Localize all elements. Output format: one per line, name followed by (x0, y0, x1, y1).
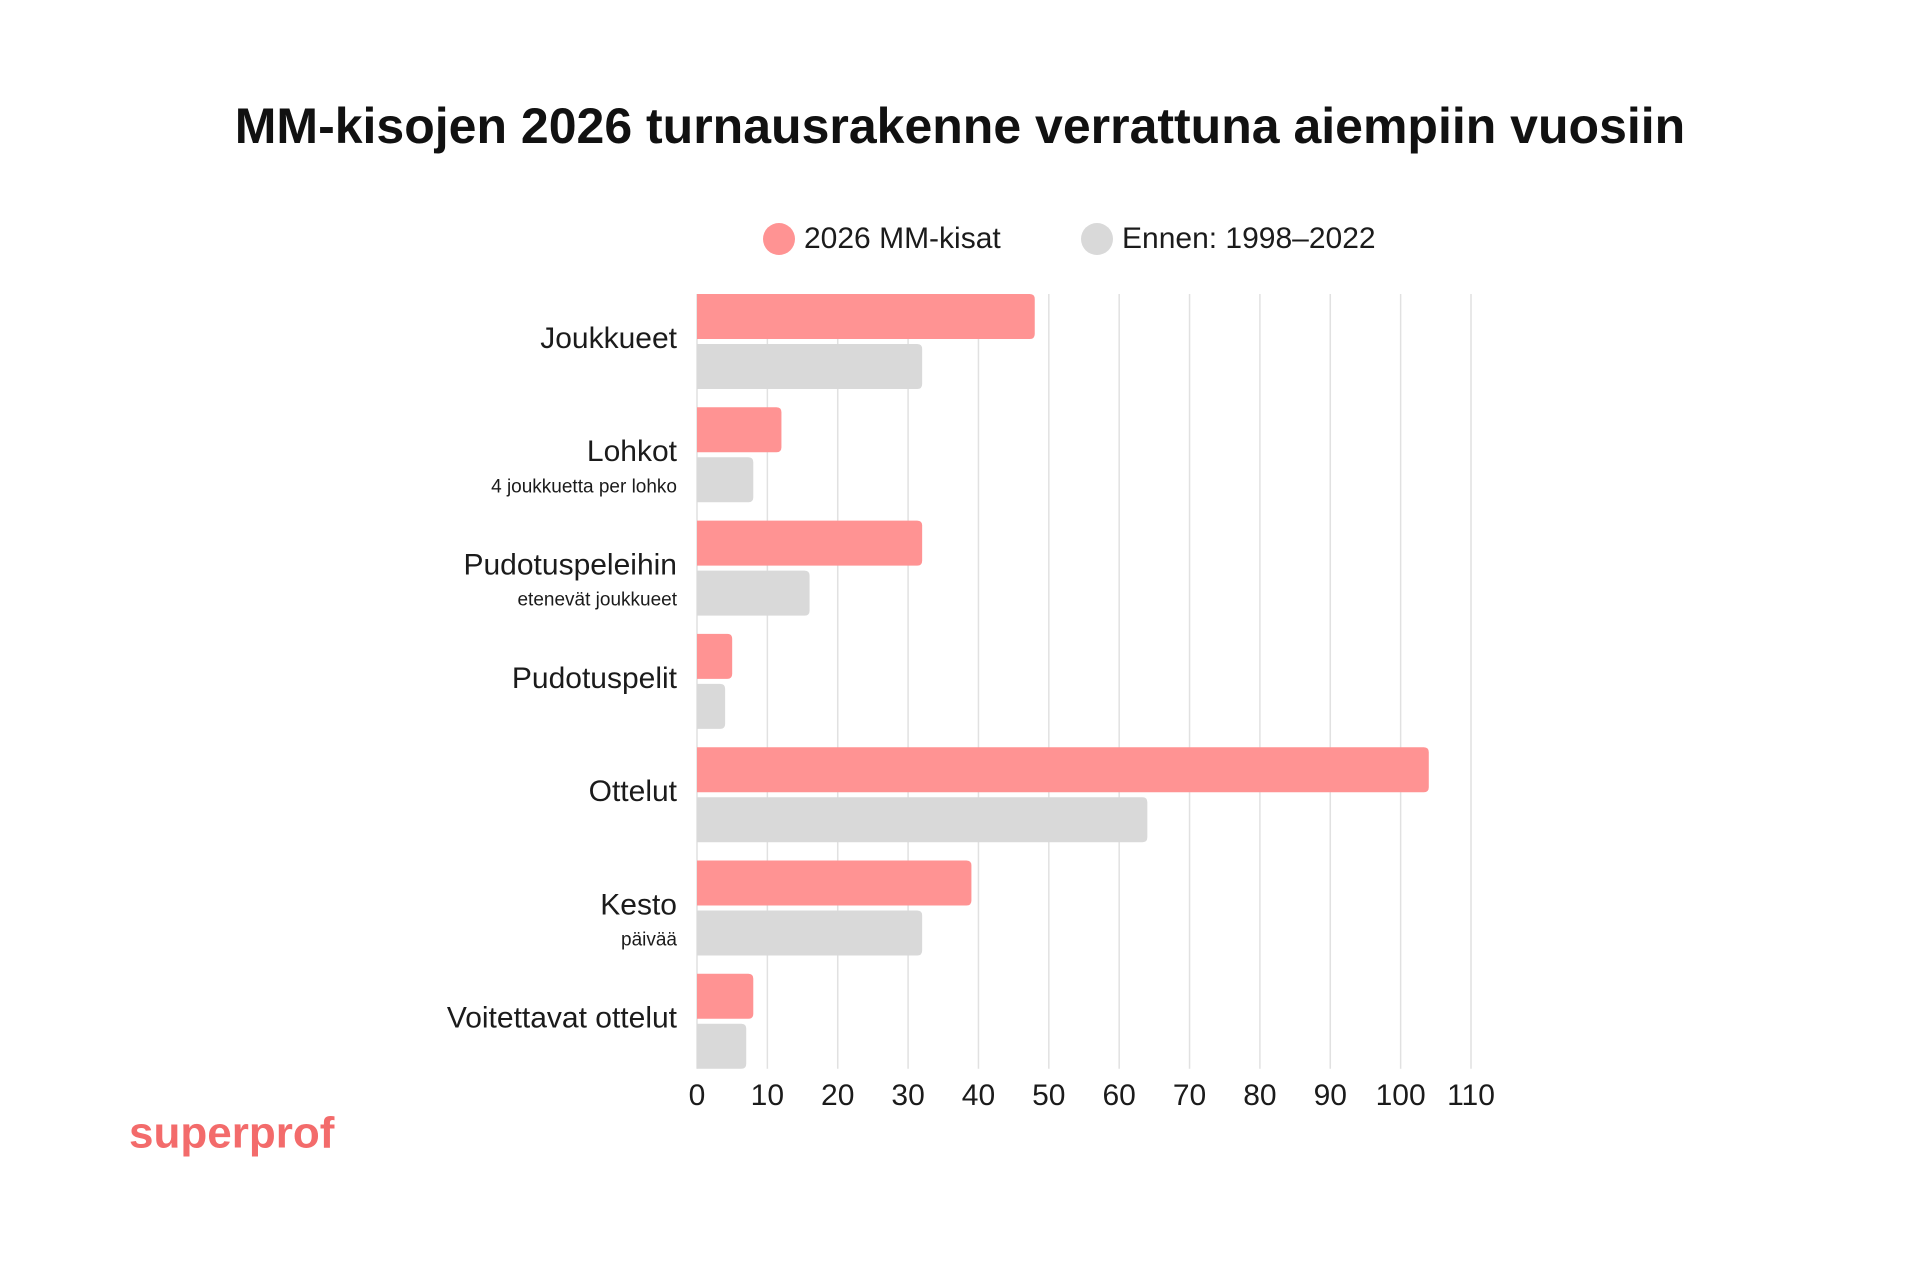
bar-previous-pudotuspeleihin (697, 570, 810, 616)
x-tick-label-90: 90 (1314, 1079, 1347, 1112)
category-labels: Joukkueet Lohkot 4 joukkuetta per lohko Pud… (447, 322, 678, 1035)
category-label: Voitettavat ottelut (447, 1002, 678, 1035)
bar-2026-pudotuspelit (697, 633, 733, 679)
x-tick-label-70: 70 (1173, 1079, 1206, 1112)
category-label: Kesto (600, 888, 677, 921)
x-tick-label-40: 40 (962, 1079, 995, 1112)
category-sublabel: etenevät joukkueet (517, 590, 677, 611)
bar-2026-voitettavat-ottelut (697, 973, 754, 1019)
legend-label-2026: 2026 MM-kisat (804, 222, 1001, 255)
category-label: Ottelut (589, 775, 678, 808)
bar-2026-ottelut (697, 747, 1429, 793)
bar-2026-pudotuspeleihin (697, 520, 923, 566)
x-tick-label-80: 80 (1243, 1079, 1276, 1112)
legend: 2026 MM-kisat Ennen: 1998–2022 (763, 222, 1376, 255)
legend-label-previous: Ennen: 1998–2022 (1122, 222, 1376, 255)
bars (697, 294, 1429, 1069)
bar-previous-ottelut (697, 797, 1148, 843)
category-label: Joukkueet (540, 322, 677, 355)
bar-previous-kesto (697, 910, 923, 956)
legend-swatch-2026 (763, 223, 795, 255)
x-axis-tick-labels: 0 10 20 30 40 50 60 70 80 90 100 110 (689, 1079, 1495, 1112)
category-label: Pudotuspelit (512, 662, 678, 695)
bar-2026-joukkueet (697, 294, 1035, 339)
chart-title: MM-kisojen 2026 turnausrakenne verrattun… (235, 98, 1685, 154)
x-tick-label-100: 100 (1376, 1079, 1426, 1112)
x-tick-label-60: 60 (1102, 1079, 1135, 1112)
x-tick-label-50: 50 (1032, 1079, 1065, 1112)
bar-previous-lohkot (697, 457, 754, 503)
category-label: Pudotuspeleihin (463, 549, 677, 582)
x-tick-label-0: 0 (689, 1079, 706, 1112)
x-tick-label-20: 20 (821, 1079, 854, 1112)
x-tick-label-10: 10 (751, 1079, 784, 1112)
x-tick-label-30: 30 (891, 1079, 924, 1112)
bar-previous-voitettavat-ottelut (697, 1023, 747, 1069)
superprof-logo: superprof (129, 1109, 335, 1158)
bar-2026-lohkot (697, 407, 782, 453)
x-tick-label-110: 110 (1447, 1079, 1495, 1112)
category-sublabel: päivää (621, 930, 677, 951)
category-label: Lohkot (587, 435, 678, 468)
bar-2026-kesto (697, 860, 972, 906)
bar-previous-pudotuspelit (697, 683, 726, 729)
legend-swatch-previous (1081, 223, 1113, 255)
bar-previous-joukkueet (697, 344, 923, 389)
category-sublabel: 4 joukkuetta per lohko (491, 476, 677, 497)
